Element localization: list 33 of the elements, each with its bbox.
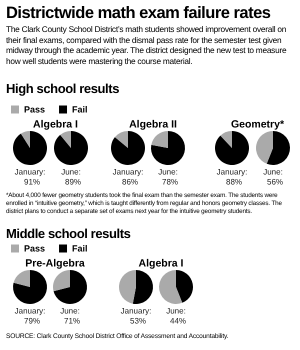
data-label: 78% — [162, 178, 178, 186]
data-label: 86% — [122, 178, 138, 186]
data-label: 53% — [130, 316, 146, 326]
data-label: 71% — [64, 316, 80, 326]
text: June: — [61, 168, 81, 176]
text: June: — [263, 168, 283, 176]
data-label: 91% — [24, 178, 40, 186]
text: June: — [166, 306, 186, 316]
text: Algebra I — [33, 118, 78, 130]
data-label: 88% — [226, 178, 242, 186]
data-label: 44% — [170, 316, 186, 326]
text: January: — [120, 306, 152, 316]
text: Middle school results — [6, 226, 132, 241]
text: June: — [158, 168, 178, 176]
text: Districtwide math exam failure rates — [6, 4, 270, 23]
text: January: — [14, 168, 46, 176]
text: Pre-Algebra — [25, 258, 85, 270]
text: January: — [112, 168, 144, 176]
text: January: — [14, 306, 46, 316]
data-label: 79% — [24, 316, 40, 326]
data-label: 89% — [64, 178, 82, 186]
chart-title: Algebra II — [129, 118, 177, 130]
legend-label: Pass — [24, 244, 46, 254]
chart-title: Algebra I — [138, 258, 184, 270]
chart-title: Geometry* — [230, 118, 285, 130]
text: January: — [216, 168, 248, 176]
text: High school results — [6, 81, 120, 96]
text: The Clark County School District’s math students showed improvement overall on their final exams, compared with the dismal pass rate for the semester test given midway through the academic year. The district designed the new test to measure how well students were mastering the course material. — [6, 24, 288, 66]
data-label: 56% — [266, 178, 284, 186]
legend-label: Fail — [72, 104, 88, 114]
text: June: — [60, 306, 80, 316]
legend-label: Pass — [24, 104, 46, 114]
legend-label: Fail — [72, 244, 88, 254]
